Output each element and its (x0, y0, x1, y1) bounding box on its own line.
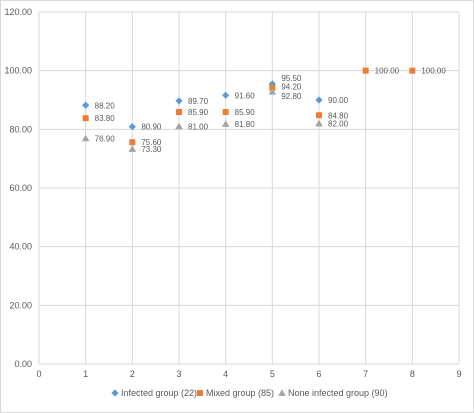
legend-marker (111, 389, 119, 397)
data-point (362, 67, 369, 74)
data-point (269, 84, 276, 91)
data-point (222, 91, 230, 99)
y-tick-label: 80.00 (9, 124, 32, 134)
data-label: 100.00 (375, 67, 400, 76)
data-point (176, 109, 182, 116)
legend-marker (197, 390, 203, 396)
data-point (222, 109, 229, 116)
data-point (268, 87, 277, 95)
data-label: 82.00 (328, 119, 349, 128)
x-tick-label: 1 (83, 369, 88, 379)
legend-marker (278, 389, 286, 396)
data-label: 95.50 (281, 74, 302, 83)
data-point (82, 115, 89, 122)
x-tick-label: 6 (316, 369, 321, 379)
legend-label: Mixed group (85) (206, 388, 274, 398)
data-label: 84.80 (328, 111, 349, 120)
y-tick-label: 120.00 (4, 7, 32, 17)
data-point (315, 119, 323, 127)
x-tick-label: 0 (36, 369, 41, 379)
data-label: 73.30 (141, 145, 162, 154)
x-tick-label: 7 (363, 369, 368, 379)
x-tick-label: 5 (270, 369, 275, 379)
data-point (409, 67, 416, 74)
y-tick-label: 60.00 (9, 183, 32, 193)
x-tick-label: 9 (456, 369, 461, 379)
data-label: 85.90 (188, 108, 209, 117)
data-label: 92.80 (281, 92, 302, 101)
data-point (316, 112, 322, 119)
data-label: 85.90 (235, 108, 256, 117)
data-label: 81.80 (235, 120, 256, 129)
legend-label: None infected group (90) (288, 388, 388, 398)
data-point (175, 97, 183, 105)
data-point (128, 123, 136, 131)
legend-label: Infected group (22) (121, 388, 197, 398)
x-tick-label: 8 (410, 369, 415, 379)
data-label: 90.00 (328, 96, 349, 105)
data-label: 91.60 (235, 91, 256, 100)
y-tick-label: 40.00 (9, 242, 32, 252)
data-point (128, 145, 137, 152)
data-point (221, 120, 230, 127)
data-label: 80.90 (141, 123, 162, 132)
data-label: 76.90 (95, 134, 116, 143)
data-label: 81.00 (188, 122, 209, 131)
data-point (129, 139, 136, 146)
data-point (268, 80, 276, 88)
data-point (175, 122, 183, 130)
y-tick-label: 100.00 (4, 66, 32, 76)
y-tick-label: 20.00 (9, 300, 32, 310)
x-tick-label: 4 (223, 369, 228, 379)
data-point (315, 96, 323, 104)
data-label: 75.60 (141, 138, 162, 147)
x-tick-label: 3 (176, 369, 181, 379)
y-tick-label: 0.00 (14, 359, 32, 369)
data-label: 88.20 (95, 101, 116, 110)
data-label: 94.20 (281, 83, 302, 92)
data-label: 89.70 (188, 97, 209, 106)
data-point (81, 134, 90, 142)
x-tick-label: 2 (130, 369, 135, 379)
data-label: 83.80 (95, 114, 116, 123)
data-point (82, 101, 90, 109)
data-label: 100.00 (421, 67, 446, 76)
